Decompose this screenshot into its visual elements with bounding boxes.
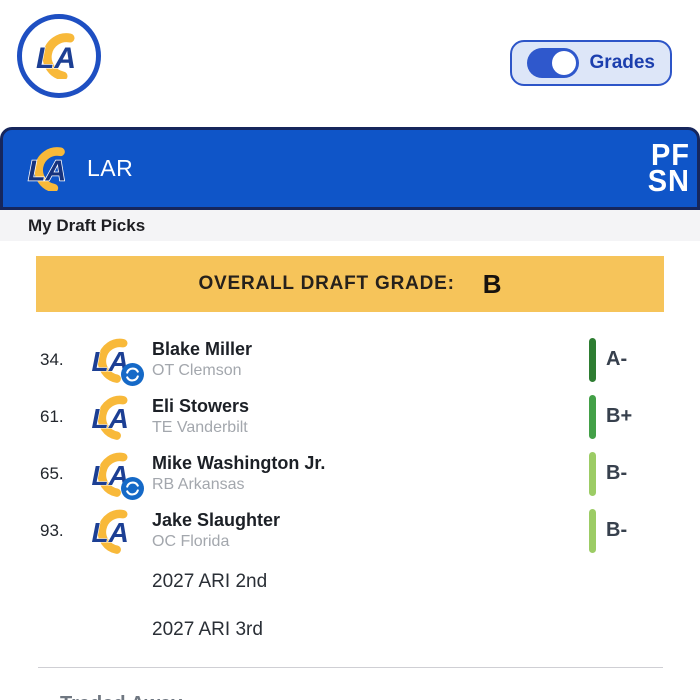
pick-grade: B- — [589, 508, 664, 553]
section-divider — [38, 667, 663, 668]
player-name: Blake Miller — [152, 339, 253, 360]
grade-text: B+ — [606, 405, 633, 427]
team-abbr-label: LAR — [87, 155, 134, 181]
grade-text: B- — [606, 462, 628, 484]
pick-row[interactable]: 34. LA Blake Miller OT Clemson A- — [0, 331, 700, 388]
team-logo: LA — [85, 508, 141, 554]
rams-logo-badge[interactable]: LA — [17, 14, 101, 98]
pick-number: 61. — [40, 406, 64, 426]
trade-refresh-icon — [121, 476, 144, 500]
trade-refresh-icon — [121, 362, 144, 386]
grades-toggle-label: Grades — [589, 52, 655, 73]
rams-monogram-icon: LA — [91, 395, 129, 440]
overall-grade-label: OVERALL DRAFT GRADE: — [198, 273, 455, 294]
team-logo: LA — [85, 394, 141, 440]
player-details: RB Arkansas — [152, 475, 245, 493]
overall-grade-value: B — [482, 268, 502, 299]
draft-picks-list: 34. LA Blake Miller OT Clemson A- 61. — [0, 331, 700, 559]
section-title: My Draft Picks — [28, 215, 146, 235]
future-pick: 2027 ARI 2nd — [152, 571, 268, 592]
player-details: OC Florida — [152, 532, 230, 550]
rams-monogram-icon: LA — [35, 33, 77, 79]
pick-grade: A- — [589, 337, 664, 382]
player-details: OT Clemson — [152, 361, 242, 379]
pfsn-logo-line1: PF — [650, 138, 690, 173]
pick-row[interactable]: 93. LA Jake Slaughter OC Florida B- — [0, 502, 700, 559]
top-bar: LA Grades — [0, 0, 700, 127]
team-logo: LA — [85, 337, 144, 386]
team-logo: LA — [85, 451, 144, 500]
grade-text: B- — [606, 519, 628, 541]
player-name: Mike Washington Jr. — [152, 453, 326, 474]
section-bar: My Draft Picks — [0, 210, 700, 241]
traded-away-heading: Traded Away — [60, 693, 700, 700]
player-name: Eli Stowers — [152, 396, 250, 417]
grades-toggle[interactable]: Grades — [509, 40, 672, 86]
pfsn-logo: PF SN — [647, 138, 692, 198]
toggle-switch-on-icon[interactable] — [526, 48, 579, 78]
team-header: LA LAR PF SN — [0, 127, 700, 210]
pfsn-logo-line2: SN — [647, 164, 690, 198]
pick-row[interactable]: 61. LA Eli Stowers TE Vanderbilt B+ — [0, 388, 700, 445]
svg-text:LA: LA — [92, 403, 129, 434]
pick-number: 34. — [40, 349, 64, 369]
toggle-knob — [551, 51, 576, 75]
rams-monogram-icon: LA — [27, 146, 67, 191]
pick-row[interactable]: 65. LA Mike Washington Jr. RB Arkansas B… — [0, 445, 700, 502]
grade-bar — [589, 451, 596, 496]
grade-bar — [589, 337, 596, 382]
pick-number: 65. — [40, 463, 64, 483]
future-pick: 2027 ARI 3rd — [152, 619, 263, 640]
pick-number: 93. — [40, 520, 64, 540]
future-picks-list: 2027 ARI 2nd 2027 ARI 3rd — [152, 571, 700, 641]
rams-monogram-icon: LA — [91, 509, 129, 554]
grade-text: A- — [606, 348, 628, 370]
grade-bar — [589, 394, 596, 439]
grade-bar — [589, 508, 596, 553]
pick-grade: B+ — [589, 394, 664, 439]
svg-text:LA: LA — [28, 155, 66, 187]
svg-text:LA: LA — [92, 517, 129, 548]
player-details: TE Vanderbilt — [152, 418, 248, 436]
svg-text:LA: LA — [36, 42, 76, 75]
pick-grade: B- — [589, 451, 664, 496]
overall-grade-banner: OVERALL DRAFT GRADE: B — [36, 256, 664, 312]
player-name: Jake Slaughter — [152, 510, 281, 531]
